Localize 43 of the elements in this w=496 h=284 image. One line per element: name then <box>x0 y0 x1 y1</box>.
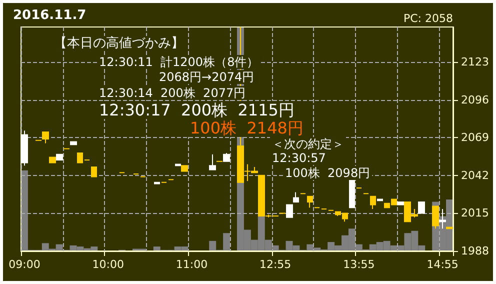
candlestick <box>181 165 188 172</box>
y-tick-label: 2069 <box>461 131 489 144</box>
candlestick <box>56 154 63 160</box>
annotation: 100株 2098円 <box>285 166 370 180</box>
chart-subtitle: PC: 2058 <box>403 12 454 25</box>
y-tick-label: 2015 <box>461 206 489 220</box>
y-tick-label: 1988 <box>461 244 489 258</box>
candlestick <box>175 164 181 166</box>
annotation: 12:30:11 計1200株（8件） <box>99 55 259 69</box>
x-tick-label: 12:55 <box>259 258 292 271</box>
candlestick <box>209 154 216 170</box>
annotation: 2068円→2074円 <box>159 70 254 84</box>
candlestick <box>42 132 49 144</box>
annotation: 12:30:14 200株 2077円 <box>99 86 246 100</box>
x-tick-label: 13:55 <box>343 258 375 271</box>
annotation: 【本日の高値づかみ】 <box>54 35 184 51</box>
candlestick <box>293 192 299 202</box>
chart-title: 2016.11.7 <box>13 8 86 23</box>
candlestick <box>154 182 160 184</box>
candlestick <box>397 202 404 206</box>
candlestick <box>21 130 28 166</box>
candlestick <box>370 196 376 210</box>
x-tick-label: 09:00 <box>8 258 40 271</box>
candlestick <box>307 196 313 208</box>
y-tick-label: 2042 <box>461 168 489 182</box>
candlestick <box>349 178 355 208</box>
candlestick <box>91 166 97 178</box>
candlestick <box>377 198 383 202</box>
candlestick <box>446 226 453 230</box>
annotation: 12:30:17 200株 2115円 <box>99 100 294 120</box>
x-tick-label: 14:55 <box>426 258 458 271</box>
candlestick <box>418 202 425 214</box>
x-tick-label: 10:00 <box>92 258 124 271</box>
candlestick <box>286 204 293 218</box>
annotation: 12:30:57 <box>272 151 326 165</box>
annotation: ＜次の約定＞ <box>272 137 344 151</box>
annotation: 100株 2148円 <box>190 118 304 138</box>
y-tick-label: 2096 <box>461 93 489 106</box>
candlestick <box>223 152 230 162</box>
x-tick-label: 11:00 <box>176 258 208 271</box>
y-tick-label: 2123 <box>461 56 489 68</box>
candlestick <box>70 141 77 146</box>
candlestick <box>49 156 56 164</box>
